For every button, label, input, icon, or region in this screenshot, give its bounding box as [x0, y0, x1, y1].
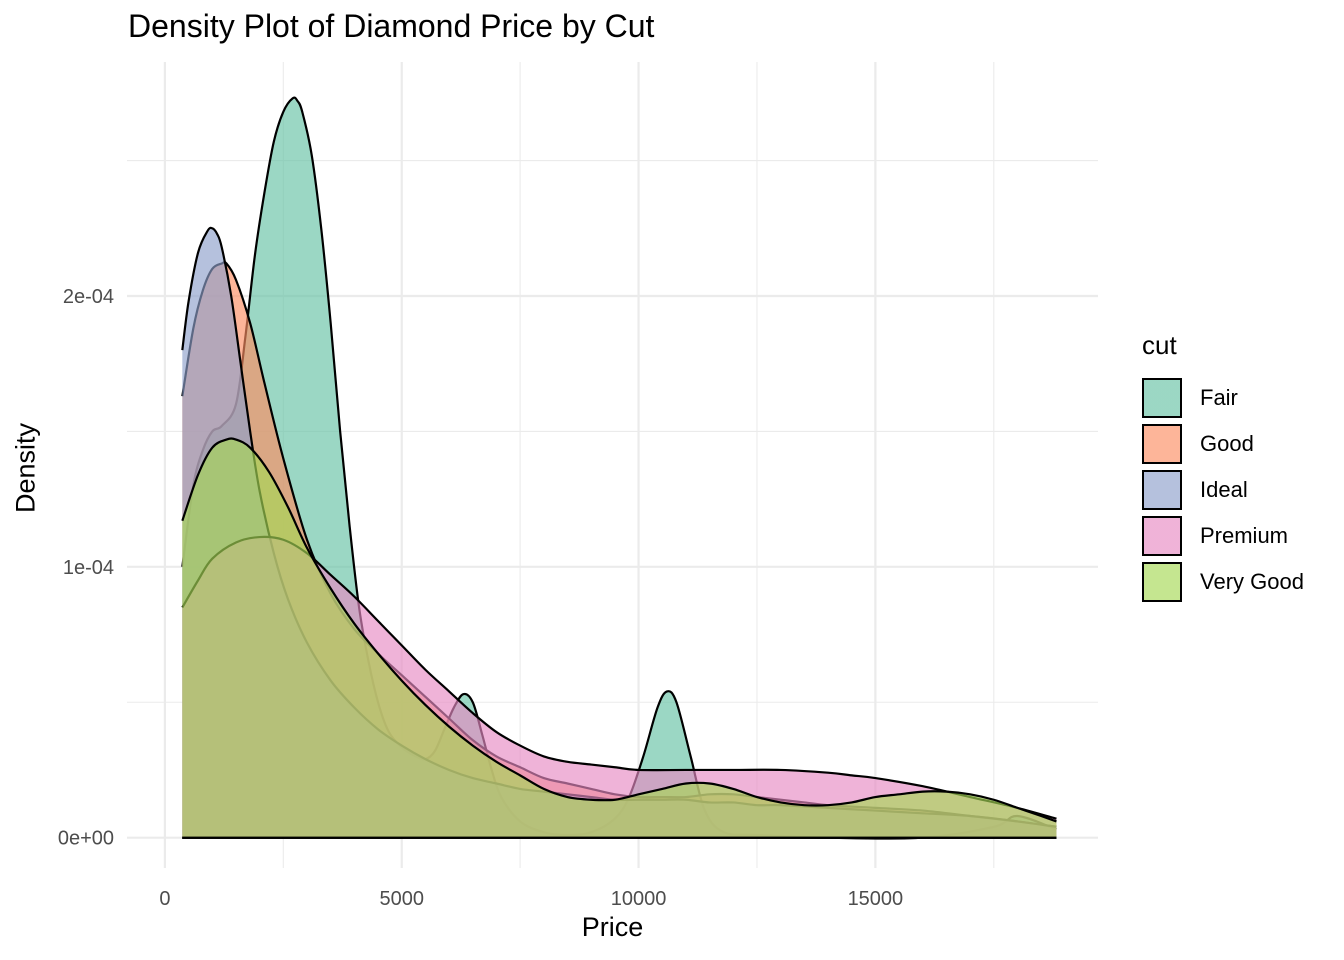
chart-title: Density Plot of Diamond Price by Cut	[128, 8, 655, 44]
x-tick-label: 0	[159, 888, 170, 910]
legend-item: Premium	[1142, 513, 1304, 559]
legend-label: Good	[1200, 431, 1254, 456]
legend-label: Very Good	[1200, 569, 1304, 594]
legend-swatch	[1142, 562, 1182, 602]
x-tick-label: 5000	[379, 888, 424, 910]
x-tick-label: 15000	[848, 888, 904, 910]
density-outline-very-good	[181, 437, 1057, 823]
y-tick-label: 2e-04	[63, 286, 114, 308]
axis-ticks: 0 5000 10000 15000 0e+00 1e-04 2e-04	[58, 286, 903, 910]
legend-item: Very Good	[1142, 559, 1304, 605]
y-tick-label: 1e-04	[63, 557, 114, 579]
legend-item: Fair	[1142, 375, 1304, 421]
y-axis-label: Density	[10, 422, 41, 514]
legend-item: Good	[1142, 421, 1304, 467]
legend-label: Fair	[1200, 385, 1238, 410]
legend: cut Fair Good Ideal Premium Very Good	[1142, 330, 1304, 605]
x-axis-label: Price	[581, 912, 644, 942]
legend-items: Fair Good Ideal Premium Very Good	[1142, 375, 1304, 605]
density-areas	[181, 96, 1057, 840]
density-area-very-good	[182, 438, 1057, 838]
legend-label: Premium	[1200, 523, 1289, 548]
legend-swatch	[1142, 378, 1182, 418]
legend-item: Ideal	[1142, 467, 1304, 513]
legend-title: cut	[1142, 330, 1177, 360]
legend-swatch	[1142, 516, 1182, 556]
legend-swatch	[1142, 424, 1182, 464]
x-tick-label: 10000	[611, 888, 667, 910]
y-tick-label: 0e+00	[58, 828, 114, 850]
legend-swatch	[1142, 470, 1182, 510]
legend-label: Ideal	[1200, 477, 1248, 502]
